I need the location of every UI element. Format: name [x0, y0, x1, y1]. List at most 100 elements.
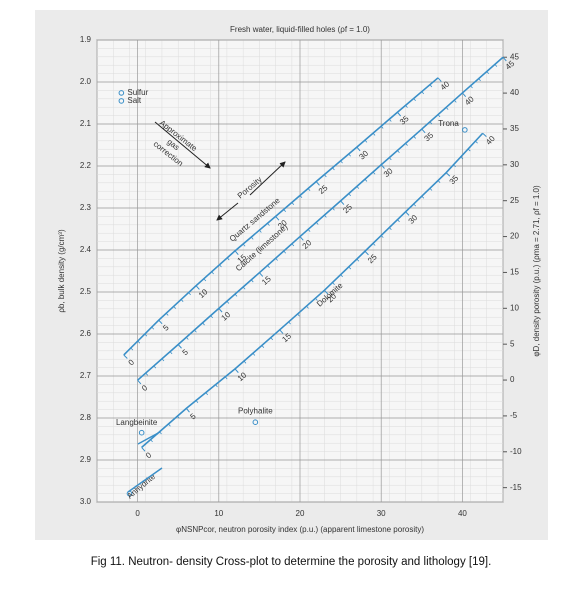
porosity-tick: [437, 77, 442, 82]
porosity-tick: [158, 319, 163, 325]
minor-tick: [202, 322, 205, 326]
minor-tick: [470, 85, 473, 89]
porosity-tick: [421, 128, 426, 134]
x-axis-label: φNSNPcor, neutron porosity index (p.u.) …: [176, 525, 424, 534]
porosity-tick: [185, 408, 190, 413]
minor-tick: [242, 243, 246, 247]
porosity-label: 5: [188, 411, 198, 421]
y2-tick-label: 40: [510, 88, 519, 97]
minor-tick: [291, 243, 295, 247]
minor-tick: [180, 299, 184, 302]
porosity-tick: [323, 289, 329, 295]
minor-tick: [161, 358, 165, 362]
minor-tick: [219, 264, 222, 268]
minor-tick: [397, 150, 400, 153]
minor-tick: [475, 140, 478, 144]
y2-tick-label: 30: [510, 160, 519, 169]
porosity-tick: [195, 285, 200, 290]
porosity-label: 0: [127, 357, 137, 367]
porosity-tick: [340, 200, 345, 205]
minor-tick: [215, 384, 218, 388]
y-tick-label: 2.2: [80, 161, 92, 170]
minor-tick: [356, 258, 360, 262]
y2-tick-label: 0: [510, 375, 515, 384]
porosity-tick: [482, 132, 487, 138]
minor-tick: [144, 333, 148, 337]
minor-tick: [283, 209, 287, 212]
y-tick-label: 1.9: [80, 35, 92, 44]
caption: Fig 11. Neutron- density Cross-plot to d…: [91, 556, 492, 568]
minor-tick: [145, 372, 149, 376]
minor-tick: [270, 337, 274, 341]
minor-tick: [478, 78, 481, 82]
minor-tick: [324, 174, 327, 178]
mineral-point: [462, 127, 468, 133]
y2-tick-label: 10: [510, 303, 519, 312]
minor-tick: [429, 84, 433, 88]
y-tick-label: 2.0: [80, 77, 92, 86]
minor-tick: [389, 118, 392, 122]
minor-tick: [165, 312, 169, 316]
minor-tick: [445, 107, 449, 110]
y2-tick-label: 45: [510, 52, 519, 61]
mineral-point: [118, 90, 125, 96]
minor-tick: [364, 178, 368, 182]
minor-tick: [291, 202, 295, 205]
porosity-tick: [405, 211, 410, 216]
mineral-label: Langbeinite: [116, 418, 158, 427]
y2-axis-label: φD, density porosity (p.u.) (ρma = 2.71,…: [532, 185, 541, 357]
minor-tick: [211, 271, 214, 275]
minor-tick: [177, 415, 180, 419]
minor-tick: [364, 139, 368, 143]
minor-tick: [332, 167, 335, 171]
minor-tick: [413, 98, 416, 102]
porosity-tick: [380, 164, 385, 169]
minor-tick: [324, 214, 327, 218]
minor-tick: [224, 376, 228, 380]
y-tick-label: 2.6: [80, 329, 92, 338]
minor-tick: [389, 227, 392, 231]
y2-tick-label: 15: [510, 268, 519, 277]
y2-tick-label: 5: [510, 339, 515, 348]
y2-tick-label: 25: [510, 196, 519, 205]
minor-tick: [259, 229, 262, 233]
minor-tick: [226, 300, 230, 304]
y-tick-label: 2.5: [80, 287, 92, 296]
porosity-tick: [259, 272, 264, 277]
y-axis-label: ρb, bulk density (g/cm³): [57, 229, 66, 313]
porosity-label: 5: [181, 347, 191, 357]
minor-tick: [195, 400, 199, 404]
porosity-tick: [356, 146, 361, 152]
mineral-label: Polyhalite: [238, 406, 273, 415]
minor-tick: [306, 305, 309, 309]
minor-tick: [267, 223, 270, 226]
x-tick-label: 10: [214, 509, 223, 518]
y2-tick-label: -5: [510, 411, 518, 420]
y2-tick-label: -15: [510, 483, 522, 492]
porosity-arrow: [249, 161, 286, 196]
porosity-tick: [275, 216, 280, 221]
x-tick-label: 20: [296, 509, 305, 518]
minor-tick: [250, 279, 254, 283]
minor-tick: [421, 195, 425, 199]
minor-tick: [429, 188, 433, 191]
porosity-label: 0: [140, 383, 150, 393]
minor-tick: [332, 282, 335, 285]
minor-tick: [397, 219, 400, 223]
minor-tick: [288, 321, 291, 325]
minor-tick: [405, 143, 408, 146]
minor-tick: [307, 188, 311, 192]
minor-tick: [169, 351, 173, 355]
minor-tick: [348, 193, 352, 197]
porosity-arrow: [216, 202, 239, 221]
y-tick-label: 2.9: [80, 455, 92, 464]
minor-tick: [194, 329, 197, 333]
y-tick-label: 2.4: [80, 245, 92, 254]
minor-tick: [453, 99, 457, 103]
minor-tick: [413, 203, 417, 207]
porosity-tick: [218, 308, 223, 313]
minor-tick: [275, 257, 278, 261]
minor-tick: [356, 186, 360, 189]
minor-tick: [437, 114, 441, 118]
